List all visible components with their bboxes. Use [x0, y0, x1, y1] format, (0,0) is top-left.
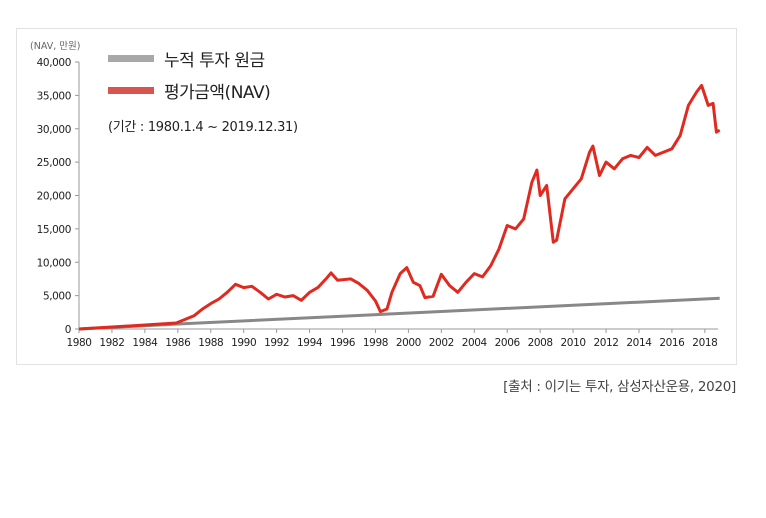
x-tick-label: 1994	[297, 337, 323, 349]
y-tick-label: 0	[65, 324, 71, 336]
legend-label: 평가금액(NAV)	[164, 83, 271, 103]
y-tick-label: 15,000	[37, 224, 71, 236]
x-tick-label: 1990	[231, 337, 256, 349]
x-tick-label: 1982	[99, 337, 124, 349]
y-tick-label: 5,000	[43, 291, 71, 303]
x-tick-label: 2012	[593, 337, 618, 349]
x-tick-label: 2008	[528, 337, 553, 349]
source-caption: [출처 : 이기는 투자, 삼성자산운용, 2020]	[503, 379, 736, 395]
x-tick-label: 2000	[396, 337, 421, 349]
chart-frame	[16, 28, 737, 365]
x-tick-label: 1998	[363, 337, 388, 349]
y-tick-label: 25,000	[37, 157, 71, 169]
y-tick-label: 10,000	[37, 257, 71, 269]
x-tick-label: 2018	[692, 337, 717, 349]
x-tick-label: 2002	[429, 337, 454, 349]
y-tick-label: 40,000	[37, 57, 71, 69]
legend-swatch-red	[108, 87, 154, 94]
series-line-nav	[78, 83, 721, 331]
x-tick-label: 1988	[198, 337, 223, 349]
x-tick-label: 1986	[165, 337, 191, 349]
x-tick-label: 2010	[561, 337, 586, 349]
x-tick-label: 1992	[264, 337, 289, 349]
y-tick-label: 35,000	[37, 90, 71, 102]
x-tick-label: 2016	[659, 337, 685, 349]
period-note: (기간 : 1980.1.4 ~ 2019.12.31)	[108, 120, 298, 135]
y-tick-label: 20,000	[37, 191, 71, 203]
x-tick-label: 1996	[330, 337, 356, 349]
x-tick-label: 2014	[626, 337, 652, 349]
legend-item-nav: 평가금액(NAV)	[108, 78, 271, 103]
x-tick-label: 1984	[132, 337, 158, 349]
y-axis-unit-label: (NAV, 만원)	[30, 41, 81, 52]
y-tick-label: 30,000	[37, 124, 71, 136]
x-tick-label: 2004	[462, 337, 488, 349]
legend-label: 누적 투자 원금	[164, 51, 265, 71]
x-tick-label: 1980	[66, 337, 91, 349]
x-tick-label: 2006	[495, 337, 521, 349]
legend-item-principal: 누적 투자 원금	[108, 46, 265, 71]
legend-swatch-gray	[108, 55, 154, 62]
